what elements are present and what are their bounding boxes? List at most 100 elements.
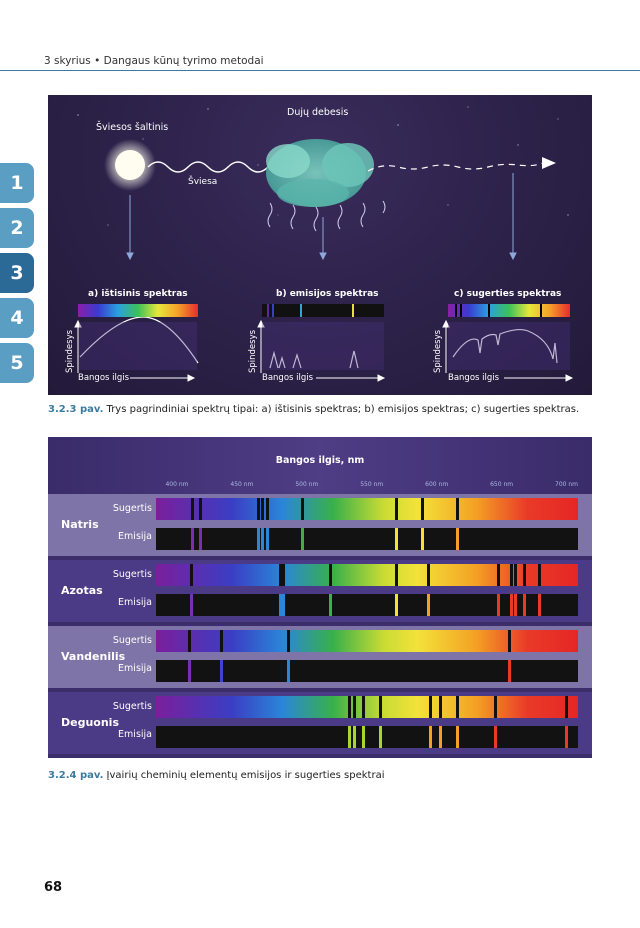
emission-label: Emisija (118, 531, 152, 542)
emission-line (287, 660, 291, 682)
absorption-curve (452, 328, 558, 364)
continuous-spectrum-bar (78, 304, 198, 317)
emission-line (279, 594, 283, 616)
tick-label: 650 nm (490, 481, 514, 488)
absorption-line (523, 564, 527, 586)
emission-line (455, 528, 459, 550)
absorption-line (428, 696, 432, 718)
absorption-line (439, 696, 443, 718)
emission-line (523, 594, 527, 616)
absorption-line (510, 564, 514, 586)
emission-line (261, 528, 265, 550)
emission-line (188, 660, 192, 682)
element-name: Natris (61, 518, 99, 531)
chapter-tab-1[interactable]: 1 (0, 163, 34, 203)
element-name: Azotas (61, 584, 103, 597)
chapter-tab-3[interactable]: 3 (0, 253, 34, 293)
emission-line (328, 594, 332, 616)
absorption-line (455, 498, 459, 520)
absorption-spectrum (156, 696, 578, 718)
emission-line (266, 528, 270, 550)
continuous-curve (79, 316, 199, 364)
running-header: 3 skyrius • Dangaus kūnų tyrimo metodai (44, 55, 264, 67)
emission-line (394, 528, 398, 550)
emission-line (219, 660, 223, 682)
absorption-line (394, 498, 398, 520)
tick-label: 600 nm (425, 481, 449, 488)
emission-spectrum (156, 660, 578, 682)
graph-b-area (262, 322, 384, 370)
absorption-line (420, 498, 424, 520)
emission-line (455, 726, 459, 748)
emission-spectrum (156, 726, 578, 748)
panel-a-xlabel: Bangos ilgis (78, 373, 130, 383)
element-row-deguonis: Deguonis Sugertis Emisija (48, 692, 592, 754)
emission-line (439, 726, 443, 748)
absorption-line (497, 564, 501, 586)
light-source-icon (115, 150, 145, 180)
emission-line (353, 726, 357, 748)
absorption-label: Sugertis (112, 503, 152, 514)
emission-line (493, 726, 497, 748)
emission-line (191, 528, 195, 550)
absorption-line (287, 630, 291, 652)
element-row-azotas: Azotas Sugertis Emisija (48, 560, 592, 622)
figure1-caption: 3.2.3 pav. Trys pagrindiniai spektrų tip… (48, 404, 579, 415)
emission-line (510, 594, 514, 616)
absorption-label: Sugertis (112, 569, 152, 580)
graph-axes (74, 319, 574, 382)
emission-line (537, 594, 541, 616)
absorption-spectrum (156, 630, 578, 652)
absorption-label: Sugertis (112, 701, 152, 712)
tick-label: 550 nm (360, 481, 384, 488)
stars (77, 106, 569, 226)
absorption-line (188, 630, 192, 652)
emission-spectrum-bar (262, 304, 384, 317)
absorption-line (198, 498, 202, 520)
emission-line (565, 726, 568, 748)
figure2-caption-number: 3.2.4 pav. (48, 770, 104, 781)
tick-label: 450 nm (230, 481, 254, 488)
emission-label: Emisija (118, 597, 152, 608)
absorption-spectrum (156, 564, 578, 586)
absorption-line (353, 696, 357, 718)
emission-line (281, 594, 285, 616)
absorption-line (394, 564, 398, 586)
emission-squiggles (267, 200, 386, 232)
element-name: Vandenilis (61, 650, 126, 663)
emission-line (394, 594, 398, 616)
element-row-vandenilis: Vandenilis Sugertis Emisija (48, 626, 592, 688)
tick-label: 500 nm (295, 481, 319, 488)
absorption-line (279, 564, 283, 586)
absorption-line (493, 696, 497, 718)
absorption-line (328, 564, 332, 586)
chapter-tab-2[interactable]: 2 (0, 208, 34, 248)
emission-line (362, 726, 366, 748)
absorption-line (455, 696, 459, 718)
chapter-tab-4[interactable]: 4 (0, 298, 34, 338)
dashed-light-wave (367, 162, 544, 172)
absorption-line (219, 630, 223, 652)
panel-a-title: a) ištisinis spektras (88, 289, 188, 299)
emission-line (257, 528, 261, 550)
chapter-tab-5[interactable]: 5 (0, 343, 34, 383)
absorption-label: Sugertis (112, 635, 152, 646)
emission-line (427, 594, 431, 616)
emission-peaks (269, 350, 359, 369)
absorption-line (189, 564, 193, 586)
figure1-caption-text: Trys pagrindiniai spektrų tipai: a) išti… (103, 404, 580, 415)
figure2-caption-text: Įvairių cheminių elementų emisijos ir su… (103, 770, 385, 781)
spectra-types-figure: Šviesos šaltinis Šviesa Dujų debesis a) … (48, 95, 592, 395)
figure1-artwork (74, 106, 574, 382)
absorption-line (191, 498, 195, 520)
tick-label: 700 nm (555, 481, 579, 488)
emission-spectrum (156, 594, 578, 616)
absorption-line (257, 498, 261, 520)
absorption-line (261, 498, 265, 520)
emission-label: Emisija (118, 663, 152, 674)
emission-line (189, 594, 193, 616)
panel-b-xlabel: Bangos ilgis (262, 373, 314, 383)
header-rule (0, 70, 640, 71)
emission-line (514, 594, 518, 616)
panel-c-ylabel: Spindesys (433, 329, 443, 373)
